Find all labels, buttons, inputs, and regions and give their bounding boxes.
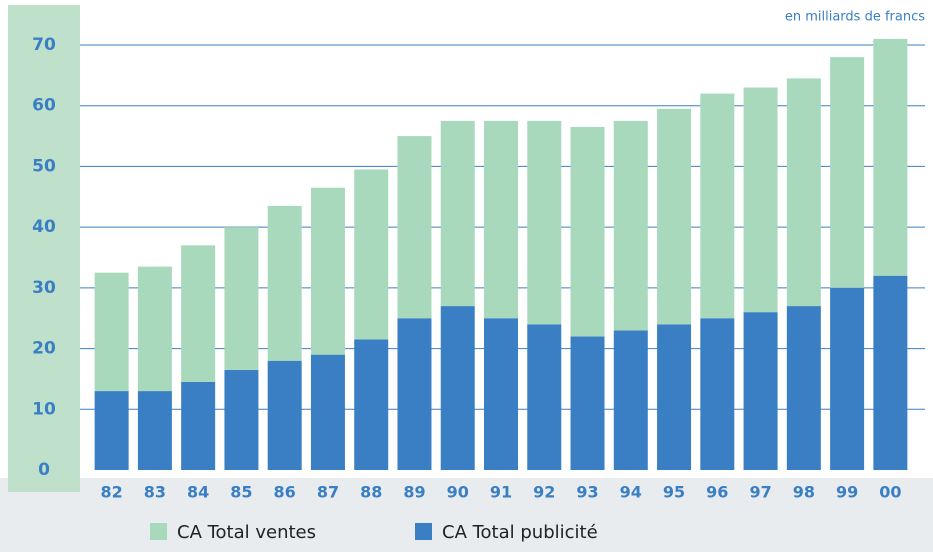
x-tick-label: 89 <box>403 483 425 502</box>
bar-segment <box>786 306 821 470</box>
bar-segment <box>830 287 865 470</box>
legend-swatch <box>150 523 167 540</box>
y-tick-label: 50 <box>32 156 56 176</box>
bar-segment <box>700 93 735 319</box>
bar-segment <box>657 324 692 470</box>
bar-segment <box>700 318 735 470</box>
bar-segment <box>484 120 518 319</box>
y-tick-label: 70 <box>32 35 56 55</box>
bar-segment <box>613 120 648 331</box>
bar-segment <box>440 306 475 470</box>
bar-segment <box>397 318 432 470</box>
y-tick-label: 0 <box>38 460 50 480</box>
x-tick-label: 97 <box>749 483 771 502</box>
bar-segment <box>181 245 216 382</box>
y-tick-label: 60 <box>32 96 56 116</box>
bar-segment <box>743 312 778 470</box>
x-tick-label: 99 <box>836 483 858 502</box>
bar-segment <box>94 272 129 392</box>
x-tick-label: 86 <box>274 483 296 502</box>
y-tick-label: 20 <box>32 339 56 359</box>
legend-swatch <box>415 523 432 540</box>
x-tick-label: 83 <box>144 483 166 502</box>
bar-segment <box>310 187 345 355</box>
bar-segment <box>743 87 778 313</box>
bar-segment <box>94 391 129 470</box>
y-tick-label: 30 <box>32 278 56 298</box>
subtitle: en milliards de francs <box>785 10 925 25</box>
x-tick-label: 96 <box>706 483 728 502</box>
bar-segment <box>224 369 259 470</box>
legend-label: CA Total ventes <box>177 522 316 543</box>
bar-segment <box>354 169 389 340</box>
bar-segment <box>786 78 821 307</box>
x-tick-label: 88 <box>360 483 382 502</box>
bar-segment <box>181 381 216 470</box>
bar-segment <box>137 391 172 470</box>
bar-segment <box>310 354 345 470</box>
bar-segment <box>657 108 692 325</box>
x-tick-label: 91 <box>490 483 512 502</box>
x-tick-label: 82 <box>100 483 122 502</box>
bar-segment <box>484 318 518 470</box>
x-tick-label: 90 <box>447 483 469 502</box>
x-tick-label: 87 <box>317 483 339 502</box>
bar-segment <box>527 120 562 325</box>
x-tick-label: 98 <box>793 483 815 502</box>
x-tick-label: 85 <box>230 483 252 502</box>
axis-band <box>8 5 80 492</box>
bar-segment <box>830 57 865 288</box>
x-tick-label: 94 <box>620 483 642 502</box>
bar-segment <box>570 336 605 470</box>
bar-segment <box>267 205 302 361</box>
y-tick-label: 40 <box>32 217 56 237</box>
x-tick-label: 93 <box>576 483 598 502</box>
bar-segment <box>440 120 475 307</box>
x-tick-label: 95 <box>663 483 685 502</box>
bar-segment <box>224 227 259 370</box>
bar-segment <box>527 324 562 470</box>
x-tick-label: 00 <box>879 483 901 502</box>
bar-segment <box>137 266 172 392</box>
bar-segment <box>873 38 908 276</box>
bar-segment <box>267 360 302 470</box>
x-tick-label: 84 <box>187 483 209 502</box>
bar-segment <box>873 275 908 470</box>
bar-segment <box>397 136 432 319</box>
bar-segment <box>570 126 605 337</box>
y-tick-label: 10 <box>32 399 56 419</box>
bar-segment <box>613 330 648 470</box>
bar-segment <box>354 339 389 470</box>
legend-label: CA Total publicité <box>442 522 598 543</box>
x-tick-label: 92 <box>533 483 555 502</box>
